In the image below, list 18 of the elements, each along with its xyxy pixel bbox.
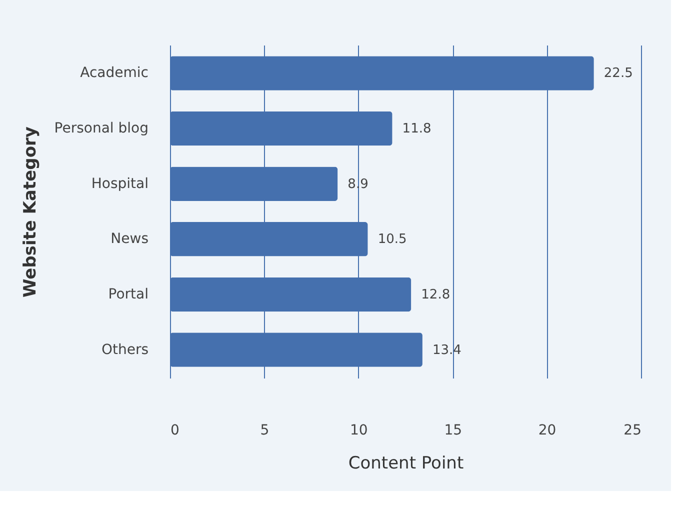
y-tick-label: Personal blog bbox=[54, 120, 148, 137]
y-tick-label: Hospital bbox=[91, 176, 148, 192]
x-tick-label: 0 bbox=[170, 422, 180, 438]
data-label: 22.5 bbox=[604, 66, 633, 82]
x-tick-label: 15 bbox=[444, 422, 462, 438]
data-label: 10.5 bbox=[378, 232, 407, 248]
y-tick-label: Portal bbox=[108, 286, 148, 302]
x-tick-label: 25 bbox=[624, 422, 642, 438]
x-axis-title: Content Point bbox=[348, 454, 464, 474]
x-tick-label: 5 bbox=[260, 422, 270, 438]
x-tick-label: 10 bbox=[350, 422, 368, 438]
y-axis-title: Website Kategory bbox=[20, 126, 40, 298]
y-tick-label: Academic bbox=[80, 65, 148, 82]
x-tick-label: 20 bbox=[538, 422, 556, 438]
data-label: 12.8 bbox=[421, 287, 450, 302]
data-label: 11.8 bbox=[402, 122, 432, 137]
y-tick-label: News bbox=[110, 231, 148, 248]
y-tick-label: Others bbox=[101, 342, 148, 358]
